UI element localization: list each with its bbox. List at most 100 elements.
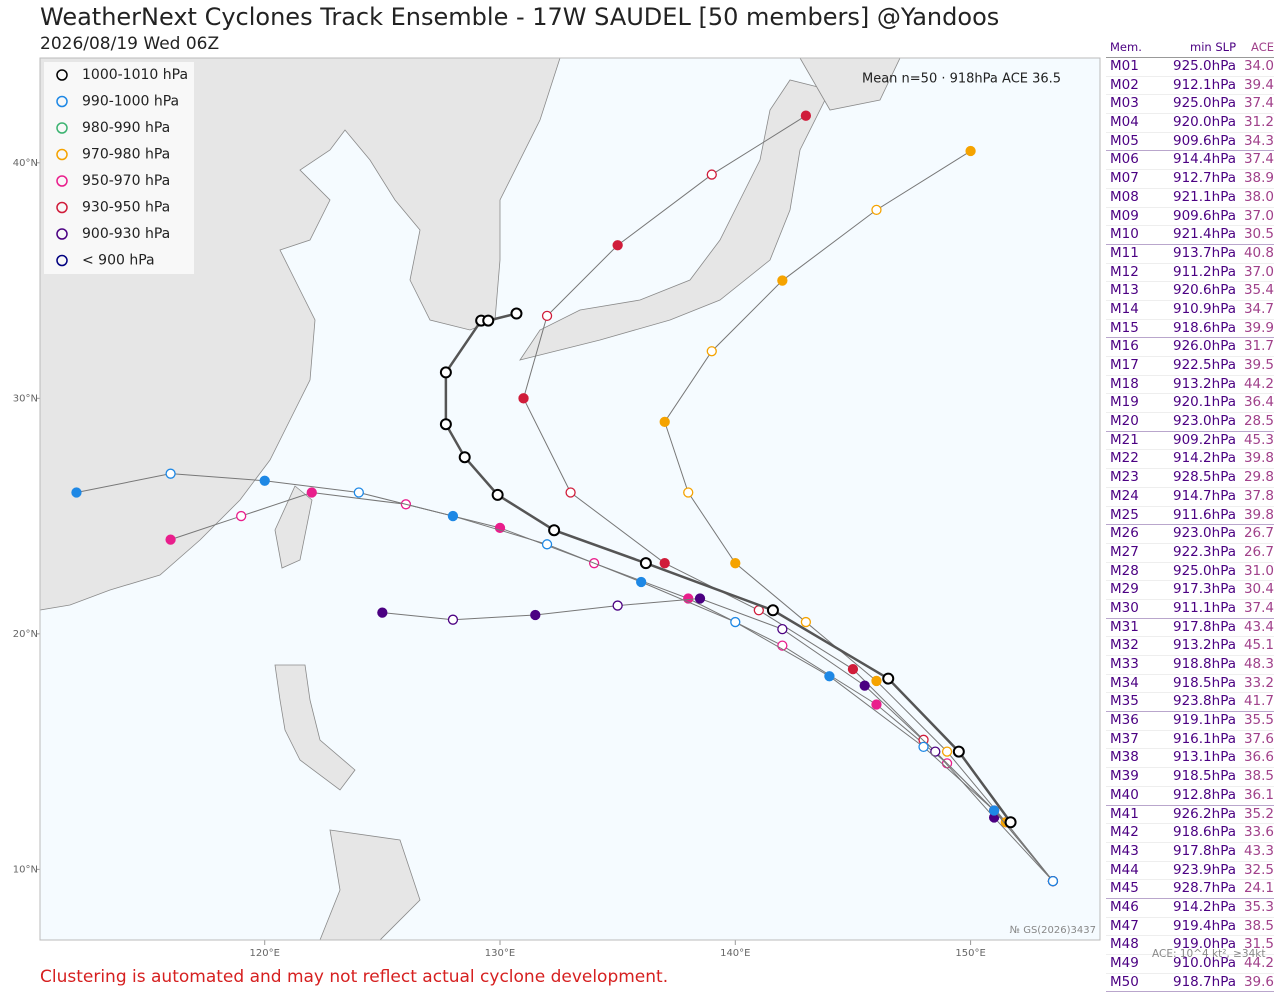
table-cell: M12 bbox=[1110, 263, 1139, 280]
table-row: M27 922.3hPa 26.7 bbox=[1106, 544, 1274, 563]
mean-point bbox=[482, 314, 495, 327]
taiwan bbox=[274, 485, 313, 569]
table-row: M23 928.5hPa 29.8 bbox=[1106, 469, 1274, 488]
table-row: M45 928.7hPa 24.1 bbox=[1106, 880, 1274, 899]
table-cell: 48.3 bbox=[1243, 656, 1274, 672]
y-tick-label: 40°N bbox=[13, 158, 38, 169]
mean-point bbox=[639, 557, 652, 570]
table-cell: 38.0 bbox=[1243, 188, 1274, 205]
table-cell: M10 bbox=[1110, 226, 1139, 243]
table-row: M31 917.8hPa 43.4 bbox=[1106, 619, 1274, 638]
track-point bbox=[541, 539, 553, 550]
table-cell: 36.4 bbox=[1243, 394, 1274, 411]
table-cell: M04 bbox=[1110, 114, 1139, 131]
table-row: M04 920.0hPa 31.2 bbox=[1106, 114, 1274, 133]
mean-point bbox=[439, 366, 452, 379]
mean-point bbox=[491, 488, 504, 501]
table-row: M33 918.8hPa 48.3 bbox=[1106, 656, 1274, 675]
table-cell: 36.1 bbox=[1243, 786, 1274, 803]
table-cell: M50 bbox=[1110, 973, 1139, 990]
table-row: M21 909.2hPa 45.3 bbox=[1106, 432, 1274, 451]
legend-marker bbox=[56, 175, 68, 187]
table-row: M02 912.1hPa 39.4 bbox=[1106, 77, 1274, 96]
table-row: M44 923.9hPa 32.5 bbox=[1106, 862, 1274, 881]
track-point bbox=[353, 487, 364, 498]
table-cell: 33.2 bbox=[1243, 674, 1274, 691]
track-point bbox=[659, 416, 670, 428]
table-row: M18 913.2hPa 44.2 bbox=[1106, 376, 1274, 395]
table-cell: 917.3hPa bbox=[1172, 581, 1236, 598]
table-cell: 909.2hPa bbox=[1172, 431, 1236, 448]
table-cell: 914.4hPa bbox=[1172, 151, 1236, 168]
table-cell: 40.8 bbox=[1243, 244, 1274, 261]
table-cell: 44.2 bbox=[1243, 955, 1274, 971]
table-cell: 917.8hPa bbox=[1172, 618, 1236, 635]
japan bbox=[519, 79, 831, 361]
track-point bbox=[871, 699, 882, 710]
table-cell: 37.4 bbox=[1243, 151, 1274, 168]
frame bbox=[39, 57, 1101, 941]
tracks bbox=[71, 110, 1059, 887]
table-cell: 38.5 bbox=[1243, 917, 1274, 934]
table-cell: 39.4 bbox=[1243, 76, 1274, 93]
legend-box bbox=[44, 62, 194, 274]
table-cell: 30.5 bbox=[1243, 226, 1274, 243]
mean-point bbox=[766, 604, 779, 617]
table-cell: 922.3hPa bbox=[1172, 543, 1236, 560]
table-cell: 917.8hPa bbox=[1172, 842, 1236, 859]
column-header: ACE bbox=[1251, 40, 1274, 54]
track-point bbox=[447, 510, 459, 522]
table-cell: 37.4 bbox=[1243, 95, 1274, 112]
table-row: M06 914.4hPa 37.4 bbox=[1106, 151, 1274, 171]
track-point bbox=[847, 664, 859, 675]
table-cell: 913.7hPa bbox=[1172, 244, 1236, 261]
table-cell: 26.7 bbox=[1243, 525, 1274, 542]
table-cell: 911.6hPa bbox=[1172, 506, 1236, 523]
table-cell: 37.4 bbox=[1243, 599, 1274, 616]
chart-title: WeatherNext Cyclones Track Ensemble - 17… bbox=[40, 3, 999, 31]
table-row: M14 910.9hPa 34.7 bbox=[1106, 301, 1274, 320]
table-row: M41 926.2hPa 35.2 bbox=[1106, 806, 1274, 825]
table-cell: 35.2 bbox=[1243, 805, 1274, 822]
table-cell: 39.8 bbox=[1243, 450, 1274, 467]
track-point bbox=[659, 558, 670, 569]
table-cell: 923.0hPa bbox=[1172, 525, 1236, 542]
table-row: M20 923.0hPa 28.5 bbox=[1106, 413, 1274, 432]
member-table: Mem. min SLP ACE M01 925.0hPa 34.0 M02 912.1hPa… bbox=[1106, 40, 1274, 993]
table-cell: 31.5 bbox=[1243, 936, 1274, 953]
table-cell: 928.7hPa bbox=[1172, 880, 1236, 897]
table-cell: 921.1hPa bbox=[1172, 188, 1236, 205]
table-row: M12 911.2hPa 37.0 bbox=[1106, 264, 1274, 283]
x-tick-label: 120°E bbox=[250, 948, 280, 959]
legend-label: 900-930 hPa bbox=[82, 226, 170, 242]
track-point bbox=[306, 487, 317, 498]
table-cell: 928.5hPa bbox=[1172, 469, 1236, 486]
table-cell: M16 bbox=[1110, 338, 1139, 355]
table-cell: 37.8 bbox=[1243, 487, 1274, 504]
track-point bbox=[918, 741, 929, 753]
table-row: M34 918.5hPa 33.2 bbox=[1106, 675, 1274, 694]
legend-label: 980-990 hPa bbox=[82, 120, 170, 136]
table-cell: 920.0hPa bbox=[1172, 114, 1236, 131]
table-cell: 45.3 bbox=[1243, 431, 1274, 448]
table-row: M11 913.7hPa 40.8 bbox=[1106, 245, 1274, 264]
track-point bbox=[494, 522, 506, 534]
y-tick-label: 10°N bbox=[13, 864, 38, 875]
track-point bbox=[800, 616, 812, 628]
table-cell: M06 bbox=[1110, 151, 1139, 168]
table-row: M40 912.8hPa 36.1 bbox=[1106, 787, 1274, 806]
table-cell: 39.5 bbox=[1243, 357, 1274, 373]
mean-point bbox=[882, 672, 895, 685]
luzon bbox=[274, 664, 356, 791]
table-cell: M39 bbox=[1110, 768, 1139, 785]
track-line bbox=[76, 473, 1054, 882]
table-row: M13 920.6hPa 35.4 bbox=[1106, 282, 1274, 301]
track-point bbox=[859, 680, 870, 691]
legend-marker bbox=[56, 228, 68, 240]
mean-point bbox=[510, 307, 523, 320]
table-cell: 37.6 bbox=[1243, 730, 1274, 747]
table-cell: M29 bbox=[1110, 581, 1139, 598]
table-cell: 910.9hPa bbox=[1172, 300, 1236, 317]
table-cell: M11 bbox=[1110, 244, 1139, 261]
